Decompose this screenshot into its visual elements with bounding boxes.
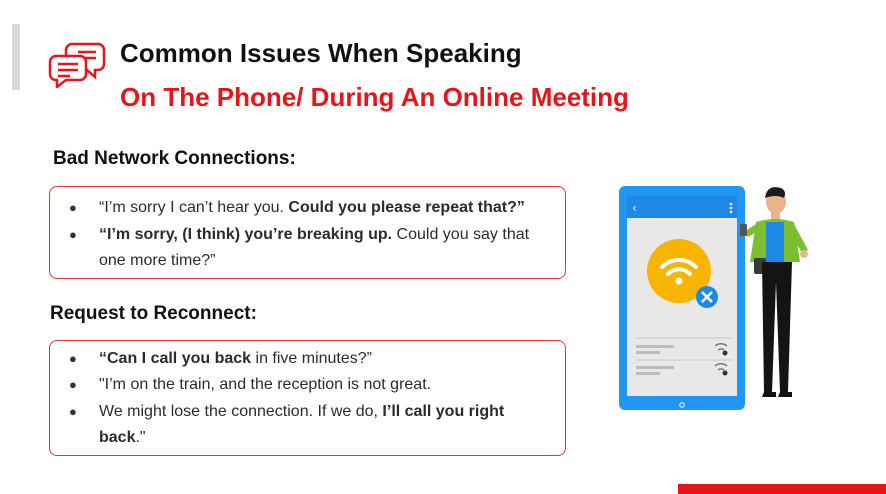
phrase-bold: “I’m sorry, (I think) you’re breaking up… [99,226,393,243]
bullet: ● [69,200,77,215]
speech-bubbles-icon [48,42,106,88]
bullet: ● [69,227,77,242]
phrase-text: in five minutes?” [251,350,373,367]
section-heading-bad-network: Bad Network Connections: [53,148,296,169]
page-subtitle: On The Phone/ During An Online Meeting [120,82,629,112]
phrase-text: “I’m sorry I can’t hear you. [99,199,289,216]
phrase-text: one more time?” [99,252,216,269]
person-with-phone-no-signal-icon: ‹ [619,186,808,410]
phrase-bold: Could you please repeat that?” [288,199,525,216]
phrase-bold: I’ll call you right [382,403,505,420]
left-accent-bar [12,24,20,90]
corner-accent-bar [678,484,886,494]
phrase-text: ." [135,429,146,446]
phrase-text: "I’m on the train, and the reception is … [99,376,432,393]
bad-network-phrases-box: ● “I’m sorry I can’t hear you. Could you… [49,186,566,279]
phrase-text: We might lose the connection. If we do, [99,403,383,420]
page-title: Common Issues When Speaking [120,38,522,68]
svg-text:‹: ‹ [632,201,637,215]
reconnect-phrases-box: ● “Can I call you back in five minutes?”… [49,340,566,456]
bullet: ● [69,404,77,419]
phrase-bold: back [99,429,136,446]
section-heading-reconnect: Request to Reconnect: [50,303,257,324]
bullet: ● [69,377,77,392]
bullet: ● [69,351,77,366]
phrase-bold: “Can I call you back [99,350,252,367]
phrase-text: Could you say that [392,226,530,243]
